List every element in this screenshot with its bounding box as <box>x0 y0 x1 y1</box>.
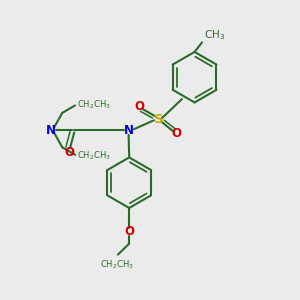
Text: N: N <box>46 124 56 136</box>
Text: CH$_2$CH$_3$: CH$_2$CH$_3$ <box>100 258 134 271</box>
Text: O: O <box>64 146 74 159</box>
Text: S: S <box>154 113 163 126</box>
Text: O: O <box>124 225 134 238</box>
Text: CH$_2$CH$_3$: CH$_2$CH$_3$ <box>76 149 110 162</box>
Text: CH$_2$CH$_3$: CH$_2$CH$_3$ <box>76 99 110 111</box>
Text: CH$_3$: CH$_3$ <box>204 28 225 41</box>
Text: O: O <box>135 100 145 112</box>
Text: O: O <box>172 127 182 140</box>
Text: N: N <box>124 124 134 136</box>
